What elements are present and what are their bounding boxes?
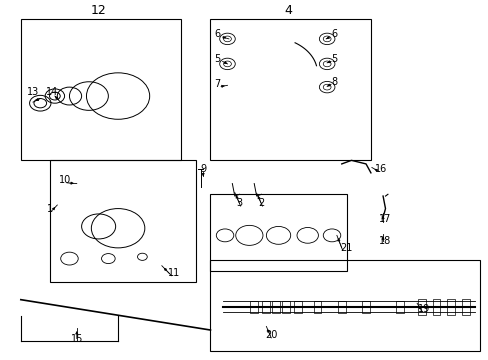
Text: 21: 21 — [340, 243, 352, 253]
Bar — [313, 301, 321, 313]
Text: 16: 16 — [374, 164, 386, 174]
Text: 8: 8 — [331, 77, 337, 87]
Bar — [272, 301, 280, 313]
Text: 19: 19 — [417, 303, 429, 314]
Text: 5: 5 — [331, 54, 337, 64]
Bar — [210, 19, 370, 160]
Text: 1: 1 — [47, 203, 53, 213]
Bar — [282, 301, 289, 313]
Bar — [250, 301, 258, 313]
Text: 3: 3 — [236, 198, 242, 208]
Text: 13: 13 — [27, 87, 39, 98]
Text: 5: 5 — [214, 54, 221, 64]
Bar — [262, 301, 270, 313]
Text: 10: 10 — [59, 175, 71, 185]
Text: 20: 20 — [264, 330, 277, 341]
Text: 14: 14 — [46, 87, 59, 98]
Text: 15: 15 — [70, 334, 83, 344]
Bar — [395, 301, 403, 313]
Text: 4: 4 — [284, 4, 292, 17]
Text: 9: 9 — [200, 164, 206, 174]
Text: 11: 11 — [167, 268, 180, 278]
Bar — [210, 260, 479, 351]
Bar — [21, 19, 181, 160]
Bar — [461, 299, 468, 315]
Text: 6: 6 — [331, 28, 337, 39]
Bar — [293, 301, 301, 313]
Text: 17: 17 — [379, 214, 391, 224]
Text: 6: 6 — [214, 28, 221, 39]
Bar — [362, 301, 369, 313]
Text: 2: 2 — [258, 198, 264, 208]
Bar — [210, 194, 346, 271]
Bar — [337, 301, 345, 313]
Text: 12: 12 — [91, 4, 106, 17]
Text: 7: 7 — [214, 78, 221, 89]
Bar — [447, 299, 454, 315]
Bar — [432, 299, 440, 315]
Bar — [50, 160, 196, 282]
Text: 18: 18 — [379, 236, 391, 246]
Bar — [417, 299, 425, 315]
